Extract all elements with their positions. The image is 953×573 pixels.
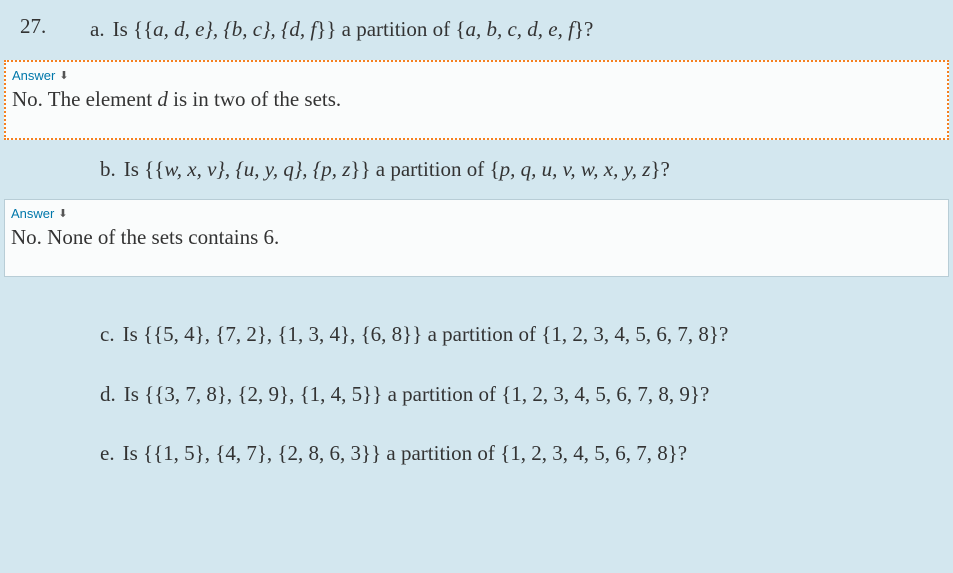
question-text-e: e. Is {{1, 5}, {4, 7}, {2, 8, 6, 3}} a pa… bbox=[100, 438, 953, 470]
part-d-target: 1, 2, 3, 4, 5, 6, 7, 8, 9 bbox=[511, 382, 690, 406]
part-e-target: 1, 2, 3, 4, 5, 6, 7, 8 bbox=[510, 441, 668, 465]
text-is: Is bbox=[124, 157, 144, 181]
part-c-target: 1, 2, 3, 4, 5, 6, 7, 8 bbox=[551, 322, 709, 346]
set-close-mid: }} a partition of { bbox=[402, 322, 551, 346]
part-label-d: d. bbox=[100, 379, 116, 411]
collapse-arrow-icon: ⬇ bbox=[59, 69, 68, 82]
answer-label-b: Answer bbox=[11, 206, 54, 221]
question-text-d: d. Is {{3, 7, 8}, {2, 9}, {1, 4, 5}} a pa… bbox=[100, 379, 953, 411]
set-open: {{ bbox=[144, 157, 164, 181]
question-27-part-e-row: e. Is {{1, 5}, {4, 7}, {2, 8, 6, 3}} a pa… bbox=[0, 424, 953, 484]
question-text-a: a. Is {{a, d, e}, {b, c}, {d, f}} a parti… bbox=[90, 14, 593, 46]
text-is: Is bbox=[123, 441, 143, 465]
set-open: {{ bbox=[143, 322, 163, 346]
question-number: 27. bbox=[20, 14, 90, 39]
part-label-c: c. bbox=[100, 319, 115, 351]
spacer bbox=[0, 277, 953, 305]
question-text-b: b. Is {{w, x, v}, {u, y, q}, {p, z}} a pa… bbox=[100, 154, 953, 186]
set-open: {{ bbox=[133, 17, 153, 41]
part-b-partition: w, x, v}, {u, y, q}, {p, z bbox=[164, 157, 350, 181]
set-end: }? bbox=[668, 441, 687, 465]
text-is: Is bbox=[113, 17, 133, 41]
question-27-part-d-row: d. Is {{3, 7, 8}, {2, 9}, {1, 4, 5}} a pa… bbox=[0, 365, 953, 425]
set-end: }? bbox=[709, 322, 728, 346]
set-close-mid: }} a partition of { bbox=[361, 441, 510, 465]
question-text-c: c. Is {{5, 4}, {7, 2}, {1, 3, 4}, {6, 8}}… bbox=[100, 319, 953, 351]
answer-box-b: Answer ⬇ No. None of the sets contains 6… bbox=[4, 199, 949, 277]
part-label-a: a. bbox=[90, 14, 105, 46]
set-end: }? bbox=[650, 157, 669, 181]
set-close-mid: }} a partition of { bbox=[350, 157, 499, 181]
question-27-part-c-row: c. Is {{5, 4}, {7, 2}, {1, 3, 4}, {6, 8}}… bbox=[0, 305, 953, 365]
answer-label-a: Answer bbox=[12, 68, 55, 83]
set-close-mid: }} a partition of { bbox=[362, 382, 511, 406]
answer-box-a: Answer ⬇ No. The element d is in two of … bbox=[4, 60, 949, 140]
answer-body-b: No. None of the sets contains 6. bbox=[5, 223, 948, 276]
answer-a-after: is in two of the sets. bbox=[168, 87, 341, 111]
part-a-partition: a, d, e}, {b, c}, {d, f bbox=[153, 17, 316, 41]
part-c-partition: 5, 4}, {7, 2}, {1, 3, 4}, {6, 8 bbox=[163, 322, 402, 346]
set-end: }? bbox=[690, 382, 709, 406]
set-open: {{ bbox=[144, 382, 164, 406]
answer-body-a: No. The element d is in two of the sets. bbox=[6, 85, 947, 138]
part-label-e: e. bbox=[100, 438, 115, 470]
answer-header-b[interactable]: Answer ⬇ bbox=[5, 200, 948, 223]
answer-header-a[interactable]: Answer ⬇ bbox=[6, 62, 947, 85]
part-e-partition: 1, 5}, {4, 7}, {2, 8, 6, 3 bbox=[163, 441, 361, 465]
part-b-target: p, q, u, v, w, x, y, z bbox=[500, 157, 651, 181]
answer-a-italic: d bbox=[157, 87, 168, 111]
part-d-partition: 3, 7, 8}, {2, 9}, {1, 4, 5 bbox=[164, 382, 362, 406]
part-label-b: b. bbox=[100, 154, 116, 186]
set-open: {{ bbox=[143, 441, 163, 465]
question-27-part-a-row: 27. a. Is {{a, d, e}, {b, c}, {d, f}} a p… bbox=[0, 0, 953, 60]
text-is: Is bbox=[123, 322, 143, 346]
question-27-part-b-row: b. Is {{w, x, v}, {u, y, q}, {p, z}} a pa… bbox=[0, 140, 953, 200]
collapse-arrow-icon: ⬇ bbox=[58, 207, 67, 220]
set-close-mid: }} a partition of { bbox=[316, 17, 465, 41]
part-a-target: a, b, c, d, e, f bbox=[465, 17, 573, 41]
text-is: Is bbox=[124, 382, 144, 406]
answer-a-before: No. The element bbox=[12, 87, 157, 111]
set-end: }? bbox=[574, 17, 593, 41]
